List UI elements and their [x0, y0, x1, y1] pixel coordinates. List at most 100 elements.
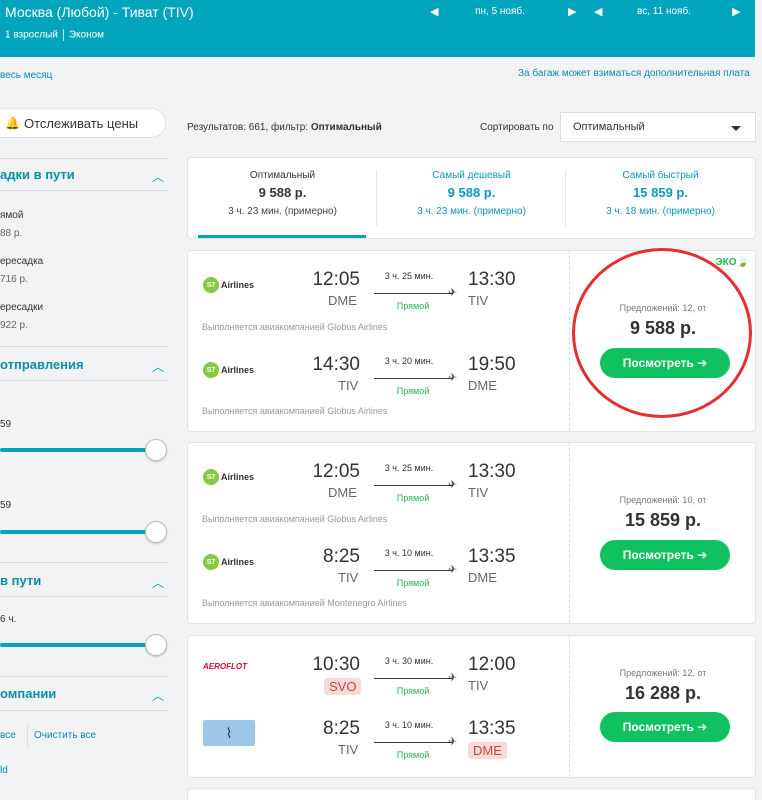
arrival-airport: DME: [468, 378, 497, 393]
flight-price: 16 288 р.: [624, 683, 702, 703]
departure-filter-title[interactable]: отправления: [0, 357, 84, 372]
sidebar-divider: [0, 190, 168, 191]
date-out-prev-icon[interactable]: ◀: [430, 6, 439, 18]
tab-optimal[interactable]: Оптимальный 9 588 р. 3 ч. 23 мин. (приме…: [188, 158, 377, 238]
tab-separator: [565, 170, 566, 226]
card-divider: [569, 251, 570, 431]
flight-card[interactable]: [187, 788, 756, 800]
plane-icon: ✈: [448, 564, 458, 576]
s7-logo-icon: S7: [203, 362, 219, 378]
search-header: Москва (Любой) - Тиват (TIV) 1 взрослый Э…: [0, 0, 755, 57]
arrival-slider-value: 59: [0, 500, 12, 511]
whole-month-link[interactable]: весь месяц: [0, 70, 53, 81]
view-offer-button[interactable]: Посмотреть ➔: [600, 348, 730, 378]
duration-slider-value: 6 ч.: [0, 614, 17, 625]
chevron-up-icon[interactable]: ︿: [152, 170, 165, 184]
chevron-up-icon[interactable]: ︿: [152, 360, 165, 374]
view-offer-button[interactable]: Посмотреть ➔: [600, 540, 730, 570]
card-divider: [569, 636, 570, 777]
flight-card[interactable]: S7 Airlines 12:05 DME 3 ч. 25 мин. ✈ Прям…: [187, 442, 756, 624]
s7-logo-icon: S7: [203, 277, 219, 293]
tab-title: Самый быстрый: [622, 170, 699, 181]
sort-value: Оптимальный: [573, 121, 645, 133]
date-out[interactable]: пн, 5 нояб.: [475, 6, 525, 17]
flight-segment-return: S7 Airlines 14:30 TIV 3 ч. 20 мин. ✈ Прям…: [188, 336, 568, 421]
sort-dropdown[interactable]: Оптимальный: [560, 112, 756, 142]
view-offer-button[interactable]: Посмотреть ➔: [600, 712, 730, 742]
flight-duration: 3 ч. 25 мин.: [384, 463, 434, 473]
tab-price: 9 588 р.: [447, 185, 496, 200]
baggage-note: За багаж может взиматься дополнительная …: [518, 68, 750, 79]
duration-slider-track[interactable]: [0, 643, 156, 647]
flight-segment-outbound: AEROFLOT 10:30 SVO 3 ч. 30 мин. ✈ Прямой…: [188, 636, 568, 721]
route-line: [374, 678, 452, 679]
track-prices-button[interactable]: 🔔 Отслеживать цены: [0, 108, 166, 138]
stops-option-label[interactable]: ямой: [0, 210, 24, 221]
card-divider: [569, 443, 570, 623]
departure-slider-track[interactable]: [0, 448, 156, 452]
caret-down-icon: [731, 126, 741, 131]
eco-badge: ЭКО🍃: [716, 257, 749, 268]
flight-card[interactable]: AEROFLOT 10:30 SVO 3 ч. 30 мин. ✈ Прямой…: [187, 635, 756, 778]
airlines-filter-title[interactable]: омпании: [0, 686, 57, 701]
arrival-time: 13:35: [468, 718, 516, 739]
plane-icon: ✈: [448, 287, 458, 299]
stops-option-label[interactable]: ересадка: [0, 256, 44, 267]
airline-name: Airlines: [221, 280, 255, 290]
passenger-info[interactable]: 1 взрослый Эконом: [5, 29, 104, 41]
flight-card[interactable]: S7 Airlines 12:05 DME 3 ч. 25 мин. ✈ Прям…: [187, 250, 756, 432]
airline-filter-item[interactable]: ld: [0, 765, 8, 776]
departure-airport: DME: [328, 293, 357, 308]
s7-logo-icon: S7: [203, 554, 219, 570]
departure-airport: TIV: [338, 742, 359, 757]
route-line: [374, 742, 452, 743]
duration-filter-title[interactable]: в пути: [0, 573, 42, 588]
date-back-prev-icon[interactable]: ◀: [594, 6, 603, 18]
sidebar-divider: [0, 380, 168, 381]
arrival-time: 13:30: [468, 269, 516, 290]
tab-duration: 3 ч. 23 мин. (примерно): [228, 206, 337, 217]
date-back[interactable]: вс, 11 нояб.: [637, 6, 691, 17]
tab-cheapest[interactable]: Самый дешевый 9 588 р. 3 ч. 23 мин. (при…: [377, 158, 566, 238]
duration-slider-handle[interactable]: [145, 634, 167, 656]
stops-option-label[interactable]: ересадки: [0, 302, 44, 313]
tab-price: 15 859 р.: [633, 185, 688, 200]
airline-name: Airlines: [221, 557, 255, 567]
departure-time: 10:30: [312, 654, 360, 675]
offers-count: Предложений: 12, от: [619, 668, 707, 678]
sidebar-divider: [0, 562, 168, 563]
stops-filter-title[interactable]: адки в пути: [0, 167, 75, 182]
tab-fastest[interactable]: Самый быстрый 15 859 р. 3 ч. 18 мин. (пр…: [566, 158, 755, 238]
route-title[interactable]: Москва (Любой) - Тиват (TIV): [5, 4, 194, 20]
departure-slider-handle[interactable]: [145, 439, 167, 461]
airline-logo: S7 Airlines: [203, 277, 254, 293]
select-all-link[interactable]: все: [0, 730, 16, 741]
clear-all-link[interactable]: Очистить все: [34, 730, 97, 741]
arrival-slider-track[interactable]: [0, 530, 156, 534]
sidebar-divider: [0, 158, 168, 159]
airline-logo: S7 Airlines: [203, 362, 254, 378]
departure-time: 8:25: [323, 546, 360, 567]
operated-by: Выполняется авиакомпанией Globus Airline…: [202, 514, 388, 524]
operated-by: Выполняется авиакомпанией Montenegro Air…: [202, 598, 407, 608]
date-back-next-icon[interactable]: ▶: [732, 6, 741, 18]
results-filter: Оптимальный: [310, 122, 382, 133]
chevron-up-icon[interactable]: ︿: [152, 689, 165, 703]
flight-type: Прямой: [396, 493, 430, 503]
passenger-count: 1 взрослый: [5, 29, 58, 41]
cabin-class: Эконом: [68, 29, 105, 41]
flight-duration: 3 ч. 20 мин.: [384, 356, 434, 366]
arrival-time: 13:35: [468, 546, 516, 567]
flight-duration: 3 ч. 10 мин.: [384, 720, 434, 730]
route-line: [374, 293, 452, 294]
arrival-time: 13:30: [468, 461, 516, 482]
chevron-up-icon[interactable]: ︿: [152, 576, 165, 590]
aeroflot-logo: AEROFLOT: [203, 662, 247, 671]
date-out-next-icon[interactable]: ▶: [568, 6, 577, 18]
departure-airport: TIV: [338, 570, 359, 585]
airline-logo: S7 Airlines: [203, 554, 254, 570]
plane-icon: ✈: [448, 672, 458, 684]
arrival-time: 19:50: [468, 354, 516, 375]
arrival-slider-handle[interactable]: [145, 521, 167, 543]
stops-option-price: 922 р.: [0, 320, 28, 331]
